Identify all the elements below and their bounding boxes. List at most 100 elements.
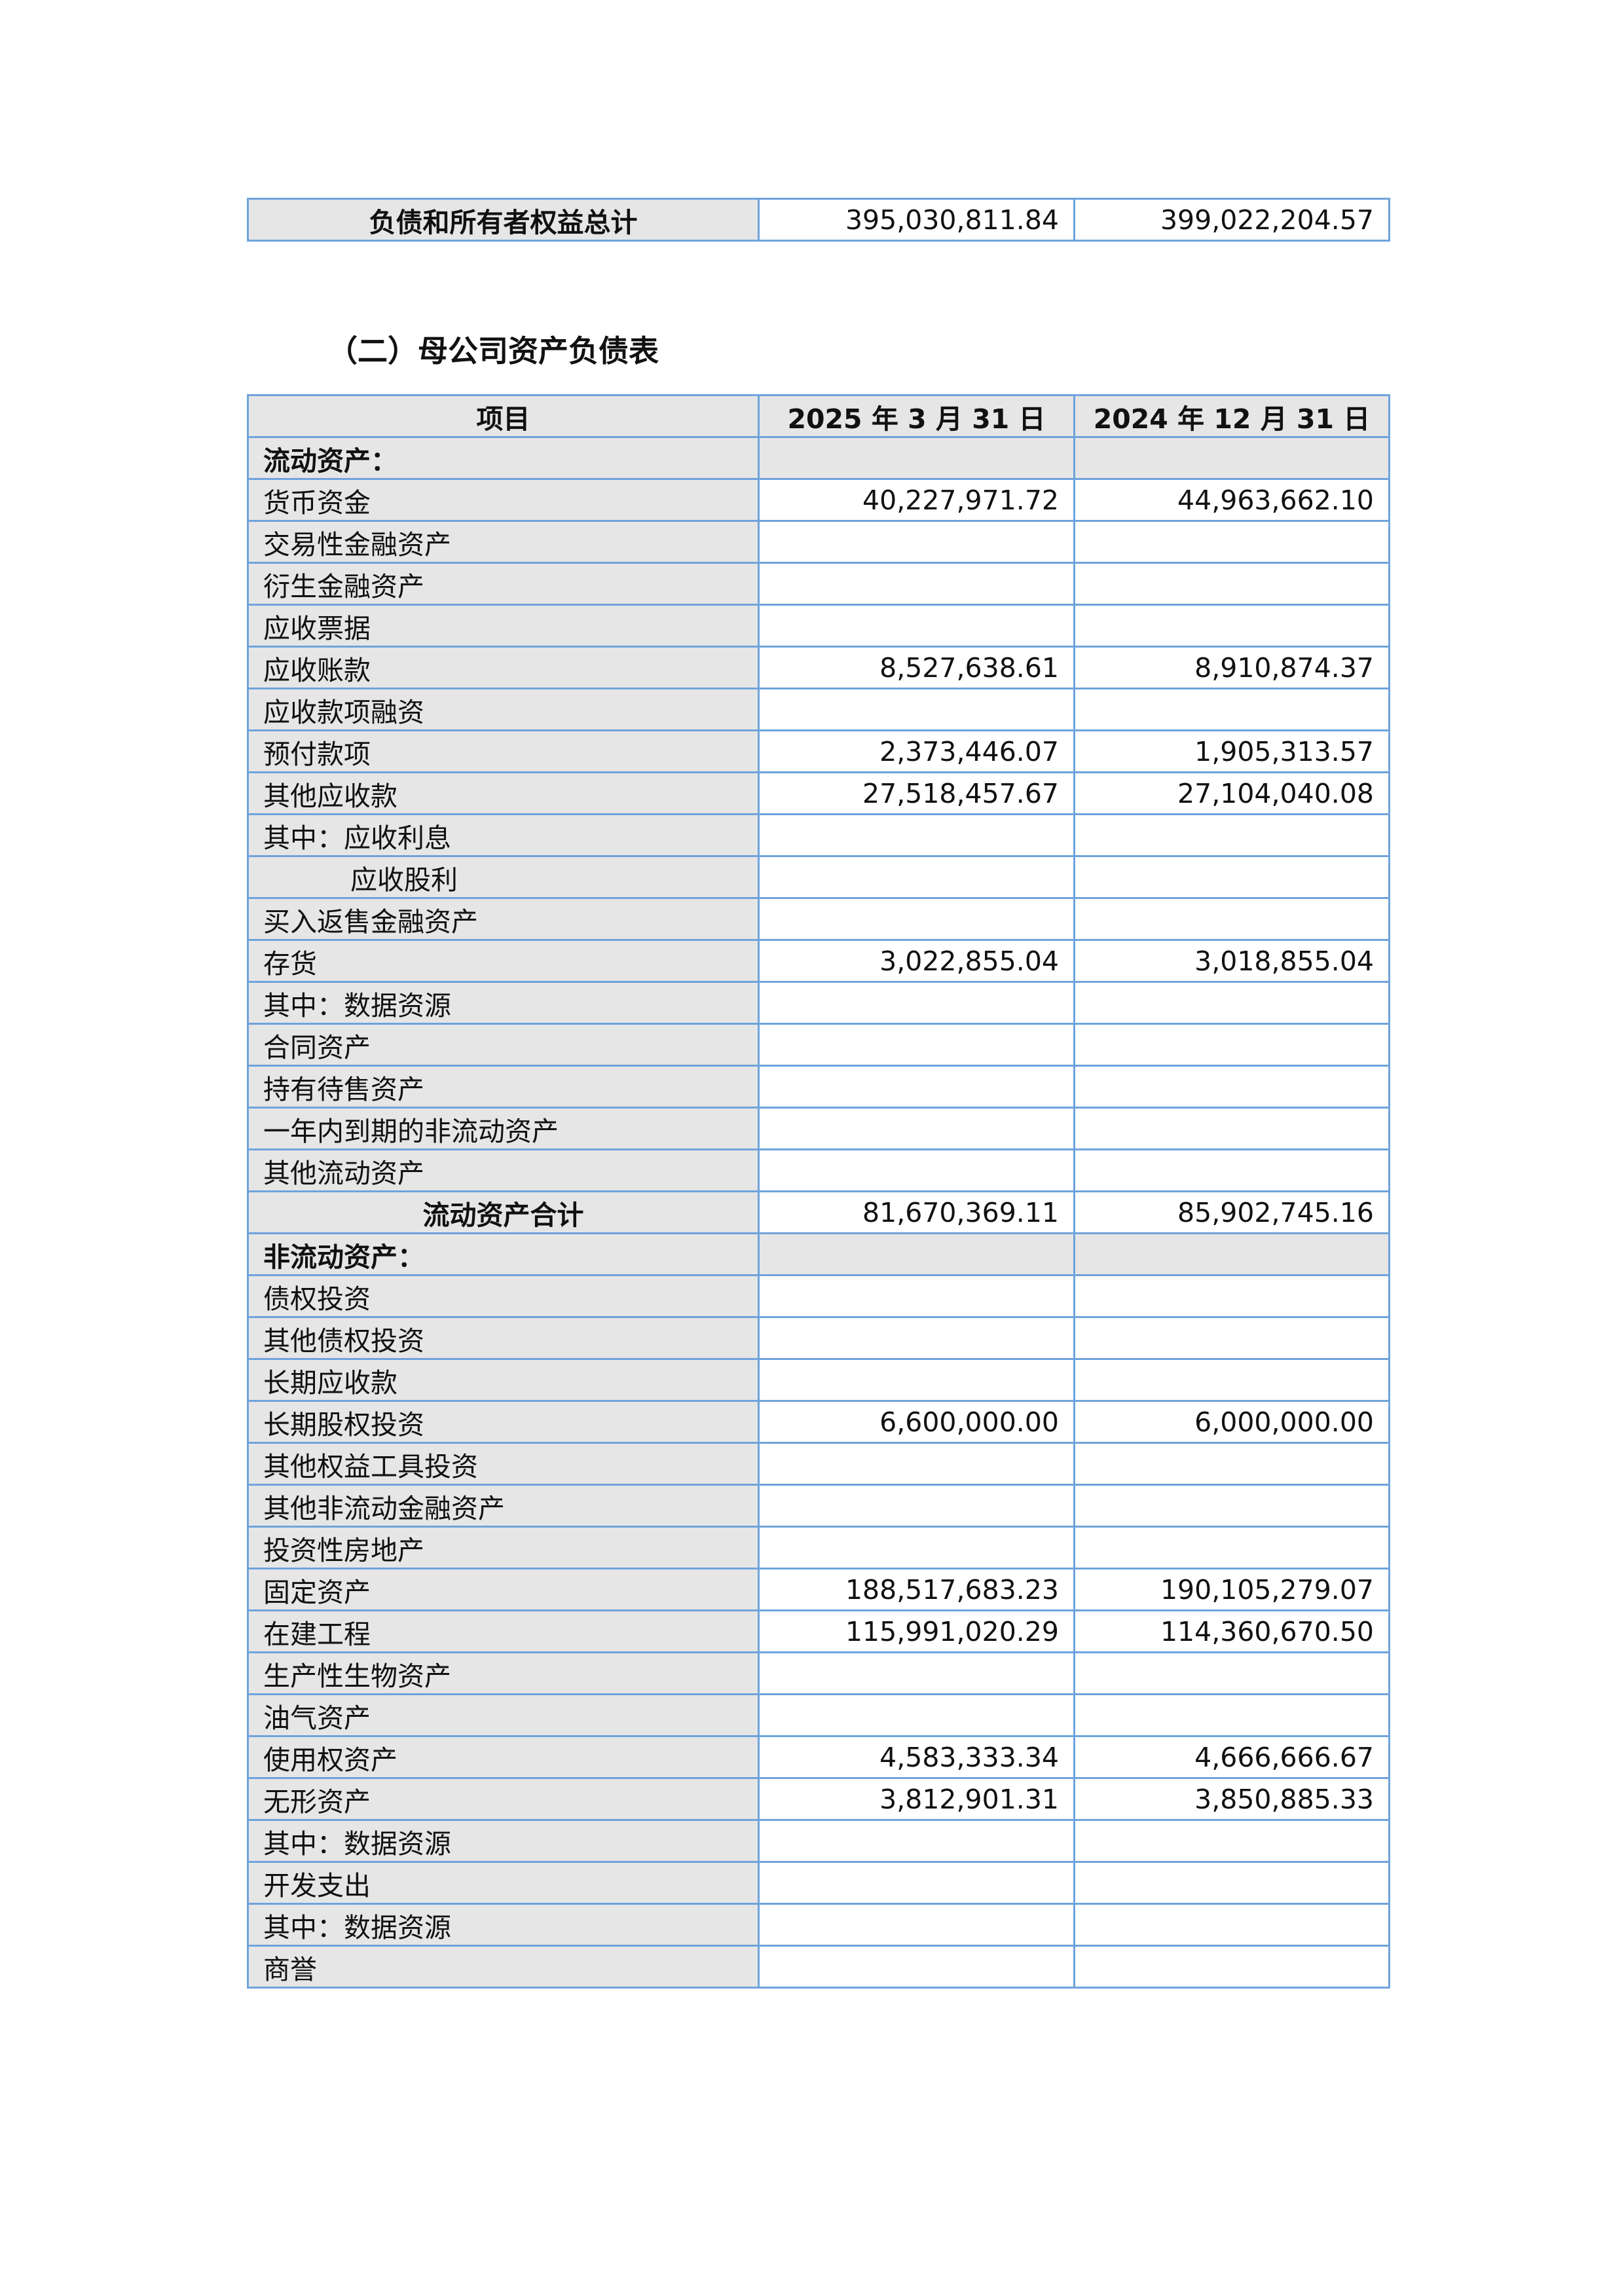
- value-2024: [1073, 1316, 1390, 1360]
- row-label: 流动资产：: [247, 436, 760, 480]
- row-label: 其中：数据资源: [247, 1819, 760, 1863]
- value-2024: 1,905,313.57: [1073, 729, 1390, 773]
- value-2025: [758, 1065, 1075, 1109]
- table-row: 债权投资: [247, 1274, 1390, 1318]
- table-row: 一年内到期的非流动资产: [247, 1107, 1390, 1150]
- value-2024: 190,105,279.07: [1073, 1568, 1390, 1611]
- value-2024: [1073, 1442, 1390, 1486]
- table-row: 生产性生物资产: [247, 1651, 1390, 1695]
- value-2025: 395,030,811.84: [758, 198, 1075, 242]
- header-2024: 2024 年 12 月 31 日: [1073, 394, 1390, 438]
- value-2025: 3,812,901.31: [758, 1777, 1075, 1821]
- row-label: 其他流动资产: [247, 1148, 760, 1192]
- table-row: 其他非流动金融资产: [247, 1484, 1390, 1528]
- row-label: 使用权资产: [247, 1735, 760, 1779]
- row-label: 持有待售资产: [247, 1065, 760, 1109]
- table-row: 无形资产 3,812,901.31 3,850,885.33: [247, 1777, 1390, 1821]
- table-row: 投资性房地产: [247, 1526, 1390, 1570]
- value-2024: [1073, 897, 1390, 941]
- row-label: 其中：数据资源: [247, 981, 760, 1025]
- value-2024: [1073, 1945, 1390, 1989]
- table-row: 长期应收款: [247, 1358, 1390, 1402]
- value-2025: 2,373,446.07: [758, 729, 1075, 773]
- value-2024: [1073, 1651, 1390, 1695]
- value-2025: [758, 1526, 1075, 1570]
- row-label: 应收账款: [247, 646, 760, 689]
- row-label: 开发支出: [247, 1861, 760, 1905]
- value-2024: [1073, 1358, 1390, 1402]
- value-2024: [1073, 1819, 1390, 1863]
- row-label: 商誉: [247, 1945, 760, 1989]
- value-2025: 81,670,369.11: [758, 1190, 1075, 1234]
- row-label: 合同资产: [247, 1023, 760, 1067]
- table-row: 买入返售金融资产: [247, 897, 1390, 941]
- value-2024: [1073, 1693, 1390, 1737]
- row-label: 其中：数据资源: [247, 1903, 760, 1947]
- row-label: 投资性房地产: [247, 1526, 760, 1570]
- value-2024: [1073, 1023, 1390, 1067]
- value-2025: 3,022,855.04: [758, 939, 1075, 983]
- value-2024: [1073, 520, 1390, 564]
- value-2024: [1073, 1903, 1390, 1947]
- table-row: 应收股利: [247, 855, 1390, 899]
- value-2024: [1073, 1065, 1390, 1109]
- table-row: 合同资产: [247, 1023, 1390, 1067]
- value-2025: [758, 1442, 1075, 1486]
- value-2024: 114,360,670.50: [1073, 1609, 1390, 1653]
- table-row: 交易性金融资产: [247, 520, 1390, 564]
- row-label: 其他权益工具投资: [247, 1442, 760, 1486]
- value-2024: 3,850,885.33: [1073, 1777, 1390, 1821]
- parent-balance-sheet-table: 项目 2025 年 3 月 31 日 2024 年 12 月 31 日 流动资产…: [247, 394, 1390, 1989]
- row-label: 流动资产合计: [247, 1190, 760, 1234]
- value-2025: 8,527,638.61: [758, 646, 1075, 689]
- table-row: 商誉: [247, 1945, 1390, 1989]
- value-2024: [1073, 688, 1390, 731]
- table-row: 负债和所有者权益总计 395,030,811.84 399,022,204.57: [247, 198, 1390, 242]
- row-label: 其中：应收利息: [247, 813, 760, 857]
- table-row: 开发支出: [247, 1861, 1390, 1905]
- value-2024: 27,104,040.08: [1073, 771, 1390, 815]
- row-label: 存货: [247, 939, 760, 983]
- value-2024: [1073, 604, 1390, 648]
- value-2025: [758, 1861, 1075, 1905]
- value-2025: [758, 688, 1075, 731]
- value-2025: [758, 1651, 1075, 1695]
- value-2025: [758, 1903, 1075, 1947]
- value-2024: 399,022,204.57: [1073, 198, 1390, 242]
- value-2025: 115,991,020.29: [758, 1609, 1075, 1653]
- value-2025: [758, 1023, 1075, 1067]
- value-2025: [758, 1274, 1075, 1318]
- value-2024: 4,666,666.67: [1073, 1735, 1390, 1779]
- row-label: 应收款项融资: [247, 688, 760, 731]
- header-2025: 2025 年 3 月 31 日: [758, 394, 1075, 438]
- table-row: 其中：应收利息: [247, 813, 1390, 857]
- header-item: 项目: [247, 394, 760, 438]
- section-title: （二）母公司资产负债表: [327, 333, 659, 369]
- value-2025: [758, 1232, 1075, 1276]
- row-label: 在建工程: [247, 1609, 760, 1653]
- row-label: 衍生金融资产: [247, 562, 760, 606]
- table-row: 应收账款 8,527,638.61 8,910,874.37: [247, 646, 1390, 689]
- value-2024: [1073, 1526, 1390, 1570]
- table-row: 应收票据: [247, 604, 1390, 648]
- row-label: 货币资金: [247, 478, 760, 522]
- value-2025: [758, 1484, 1075, 1528]
- table-row: 其他债权投资: [247, 1316, 1390, 1360]
- row-label: 无形资产: [247, 1777, 760, 1821]
- value-2025: [758, 1693, 1075, 1737]
- table-row: 其中：数据资源: [247, 1903, 1390, 1947]
- row-label: 其他非流动金融资产: [247, 1484, 760, 1528]
- table-row: 油气资产: [247, 1693, 1390, 1737]
- table-row: 应收款项融资: [247, 688, 1390, 731]
- value-2024: 6,000,000.00: [1073, 1400, 1390, 1444]
- value-2025: [758, 1945, 1075, 1989]
- value-2024: [1073, 1484, 1390, 1528]
- value-2024: 3,018,855.04: [1073, 939, 1390, 983]
- table-row: 货币资金 40,227,971.72 44,963,662.10: [247, 478, 1390, 522]
- table-row: 其中：数据资源: [247, 981, 1390, 1025]
- row-label: 买入返售金融资产: [247, 897, 760, 941]
- table-row: 预付款项 2,373,446.07 1,905,313.57: [247, 729, 1390, 773]
- row-label: 其他债权投资: [247, 1316, 760, 1360]
- value-2024: [1073, 813, 1390, 857]
- table-row: 存货 3,022,855.04 3,018,855.04: [247, 939, 1390, 983]
